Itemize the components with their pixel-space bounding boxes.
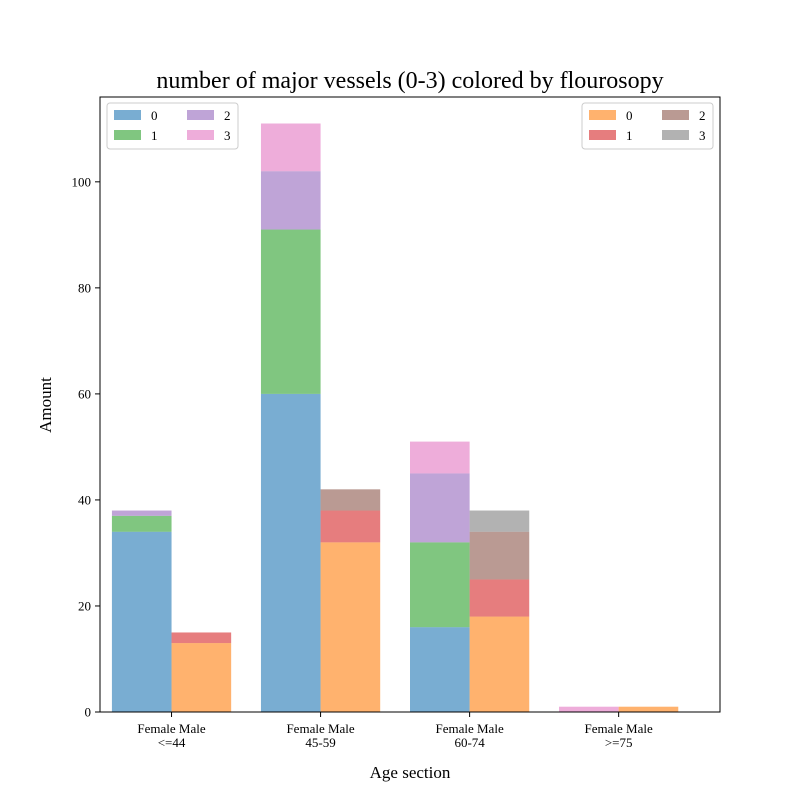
bar-male-0-series-0 xyxy=(171,643,232,712)
bar-female-0-series-0 xyxy=(111,531,172,712)
bar-male-2-series-3 xyxy=(469,510,530,532)
bar-female-0-series-1 xyxy=(111,515,172,532)
x-tick-label: >=75 xyxy=(605,735,633,750)
bar-female-2-series-3 xyxy=(410,441,470,474)
bar-female-1-series-0 xyxy=(260,393,321,712)
bar-female-2-series-1 xyxy=(410,542,470,628)
bar-male-1-series-0 xyxy=(320,542,381,712)
bar-female-1-series-2 xyxy=(260,171,321,230)
legend-label: 1 xyxy=(626,128,633,143)
bars-layer xyxy=(111,123,679,712)
bar-female-0-series-2 xyxy=(111,510,172,516)
x-tick-label: Female Male xyxy=(137,721,205,736)
legend-label: 1 xyxy=(151,128,158,143)
legend-label: 0 xyxy=(626,108,633,123)
x-tick-label: Female Male xyxy=(435,721,503,736)
legend-label: 0 xyxy=(151,108,158,123)
bar-female-2-series-2 xyxy=(410,473,470,543)
bar-female-1-series-3 xyxy=(260,123,321,172)
chart-title: number of major vessels (0-3) colored by… xyxy=(156,68,663,94)
x-tick-label: 45-59 xyxy=(305,735,335,750)
y-axis: 0 20 40 60 80 100 xyxy=(72,174,100,720)
bar-male-0-series-1 xyxy=(171,632,232,644)
bar-male-1-series-1 xyxy=(320,510,381,543)
legend-swatch xyxy=(589,130,616,140)
y-tick-label: 0 xyxy=(85,705,92,720)
legend-label: 2 xyxy=(699,108,706,123)
x-tick-label: 60-74 xyxy=(454,735,485,750)
x-axis-label: Age section xyxy=(370,763,451,782)
legend-label: 3 xyxy=(224,128,231,143)
bar-male-2-series-2 xyxy=(469,531,530,580)
y-tick-label: 20 xyxy=(78,598,91,613)
x-tick-label: Female Male xyxy=(585,721,653,736)
y-tick-label: 100 xyxy=(72,174,92,189)
legend-box-male xyxy=(581,102,714,150)
plot-area-frame xyxy=(99,96,721,713)
legend-swatch xyxy=(662,130,689,140)
legend-label: 2 xyxy=(224,108,231,123)
legend-label: 3 xyxy=(699,128,706,143)
y-tick-label: 40 xyxy=(78,492,91,507)
legend-swatch xyxy=(114,110,141,120)
legend-swatch xyxy=(589,110,616,120)
legend-swatch xyxy=(187,130,214,140)
bar-female-2-series-0 xyxy=(410,627,470,712)
y-axis-label: Amount xyxy=(36,377,55,433)
x-tick-label: Female Male xyxy=(286,721,354,736)
legend-swatch xyxy=(187,110,214,120)
bar-female-3-series-3 xyxy=(559,706,619,712)
bar-male-1-series-2 xyxy=(320,489,381,511)
x-tick-label: <=44 xyxy=(158,735,186,750)
y-tick-label: 80 xyxy=(78,280,91,295)
legends-layer: 0 1 2 3 0 1 2 3 xyxy=(106,102,714,150)
legend-swatch xyxy=(662,110,689,120)
y-tick-label: 60 xyxy=(78,386,91,401)
bar-male-2-series-0 xyxy=(469,616,530,712)
bar-male-3-series-0 xyxy=(618,706,679,712)
bar-female-1-series-1 xyxy=(260,229,321,394)
legend-box-female xyxy=(106,102,239,150)
bar-male-2-series-1 xyxy=(469,579,530,617)
legend-swatch xyxy=(114,130,141,140)
